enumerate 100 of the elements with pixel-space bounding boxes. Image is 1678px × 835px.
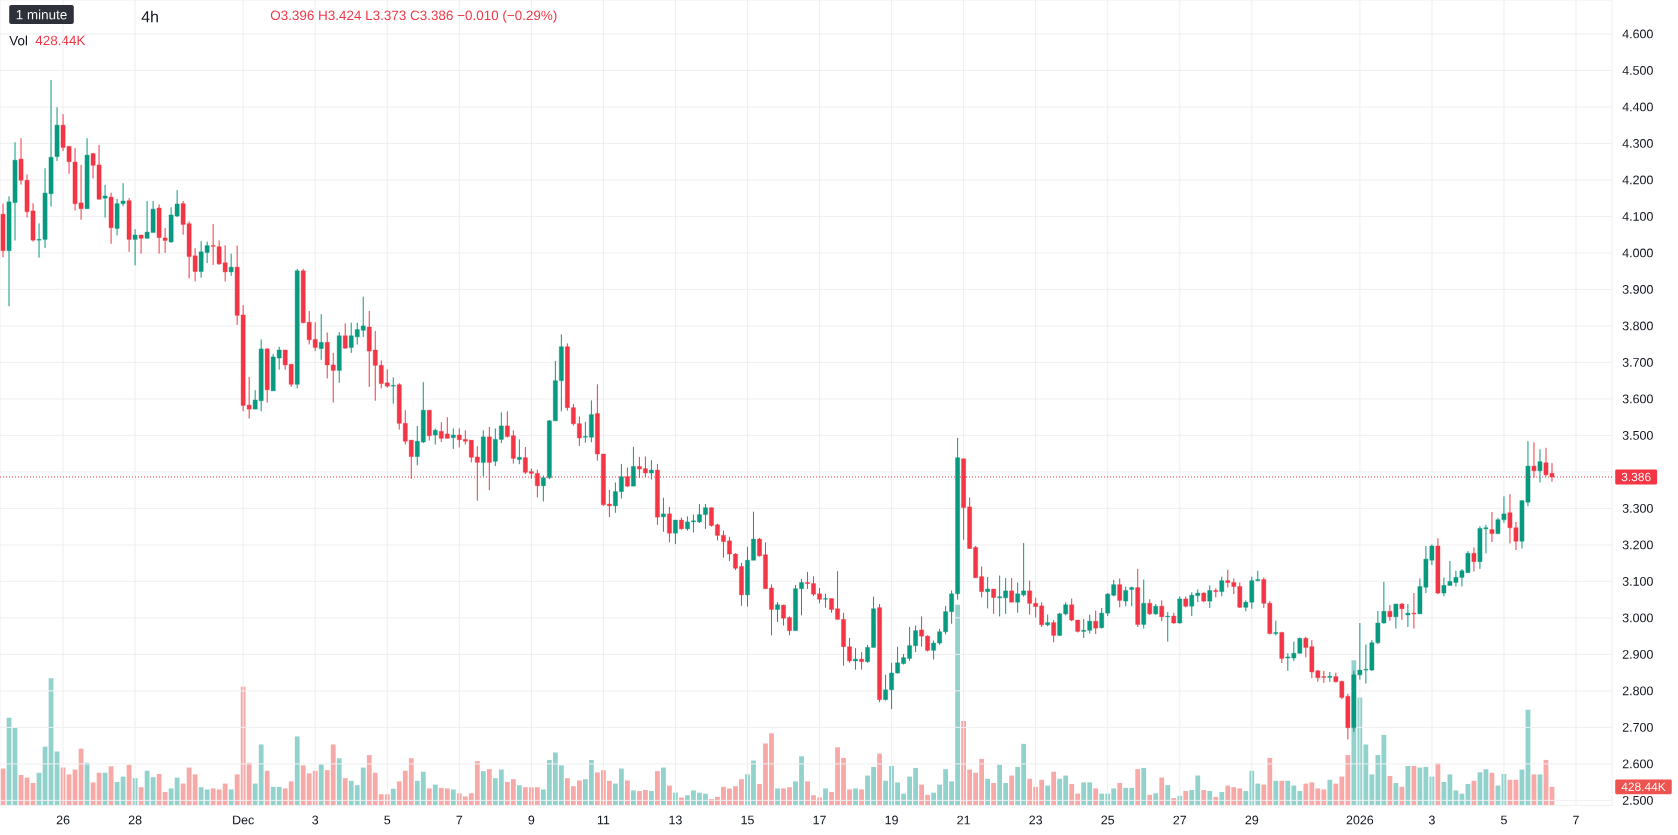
bar <box>426 788 432 806</box>
bar <box>264 770 270 806</box>
candlestick <box>1393 603 1399 629</box>
bar <box>432 784 438 806</box>
candlestick <box>673 519 678 545</box>
candlestick <box>1009 577 1014 603</box>
candlestick <box>1159 599 1165 622</box>
x-tick-label: 11 <box>597 815 610 825</box>
candlestick <box>1219 576 1225 597</box>
y-tick-label: 2.700 <box>1622 722 1653 732</box>
candlestick <box>132 228 138 266</box>
y-tick-label: 3.300 <box>1622 503 1653 513</box>
candlestick <box>228 253 234 277</box>
bar <box>516 785 522 806</box>
annotation: 428.44K <box>35 35 86 46</box>
candlestick <box>1537 448 1543 483</box>
candlestick <box>1165 611 1171 643</box>
bar <box>138 787 144 806</box>
bar <box>1273 780 1279 806</box>
bar <box>631 790 636 806</box>
y-tick-label: 3.100 <box>1622 576 1653 586</box>
bar <box>1399 786 1405 806</box>
x-tick-label: Dec <box>233 815 254 825</box>
candlestick <box>775 601 780 623</box>
bar <box>655 771 660 806</box>
bar <box>1417 767 1423 806</box>
x-tick-label: 7 <box>1573 815 1579 825</box>
candlestick <box>631 446 636 487</box>
candlestick <box>451 427 456 450</box>
bar <box>1411 765 1417 806</box>
bar <box>480 771 486 806</box>
candlestick <box>649 459 654 481</box>
text: O3.396 H3.424 L3.373 C3.386 −0.010 (−0.29%) <box>270 10 557 23</box>
bar <box>1387 775 1393 806</box>
bar <box>450 789 456 806</box>
bar <box>1159 777 1165 806</box>
candlestick <box>1489 511 1495 543</box>
bar <box>1219 792 1225 806</box>
bar <box>985 778 991 806</box>
candlestick <box>1129 586 1135 607</box>
x-tick-label: 9 <box>528 815 535 825</box>
x-tick-label: 26 <box>56 815 70 825</box>
candlestick <box>390 376 396 405</box>
x-tick-label: 29 <box>1245 815 1259 825</box>
candlestick <box>1117 577 1123 608</box>
bar <box>390 788 396 806</box>
bar <box>228 789 234 806</box>
candlestick <box>1093 610 1098 635</box>
candlestick <box>1081 618 1086 639</box>
y-tick-label: 2.800 <box>1622 686 1653 696</box>
y-tick-label: 4.400 <box>1622 102 1653 112</box>
annotation: Vol <box>9 35 28 46</box>
candlestick <box>517 438 522 465</box>
bar <box>823 788 828 806</box>
y-tick-label: 2.500 <box>1622 795 1653 805</box>
bar <box>661 767 666 806</box>
y-tick-label: 4.600 <box>1622 29 1653 39</box>
bar <box>649 791 654 806</box>
candlestick <box>991 588 996 615</box>
candlestick <box>667 506 672 543</box>
candlestick <box>661 497 666 533</box>
x-tick-label: 3 <box>312 815 319 825</box>
bar <box>853 788 858 806</box>
candlestick <box>1051 619 1056 643</box>
candlestick <box>102 184 108 219</box>
bar <box>336 758 342 806</box>
bar <box>667 785 672 806</box>
y-tick-label: 3.000 <box>1622 613 1653 623</box>
bar <box>1045 785 1051 806</box>
candlestick <box>318 313 324 361</box>
x-tick-label: 5 <box>384 815 391 825</box>
y-tick-label: 2.600 <box>1622 759 1653 769</box>
x-tick-label: 28 <box>128 815 142 825</box>
x-tick-label: 19 <box>885 815 898 825</box>
y-tick-label: 3.800 <box>1622 321 1653 331</box>
candlestick <box>853 647 858 671</box>
bar <box>1279 780 1285 806</box>
candlestick <box>1087 614 1092 635</box>
y-tick-label: 4.000 <box>1622 248 1653 258</box>
x-tick-label: 17 <box>813 815 826 825</box>
x-tick-label: 21 <box>957 815 970 825</box>
bar <box>1051 771 1057 806</box>
text: 428.44K <box>1621 782 1666 792</box>
bar <box>1183 791 1189 806</box>
y-tick-label: 4.300 <box>1622 139 1653 148</box>
y-tick-label: 3.700 <box>1622 358 1653 367</box>
x-tick-label: 13 <box>669 815 682 825</box>
candlestick <box>1387 604 1393 622</box>
candlestick <box>1399 602 1405 621</box>
ref-line-label: 3.386 <box>1621 472 1651 482</box>
bar <box>1135 769 1141 806</box>
candlestick <box>342 322 348 350</box>
bar <box>318 764 324 806</box>
candlestick <box>1123 586 1129 607</box>
x-tick-label: 23 <box>1029 815 1043 825</box>
x-tick-label: 7 <box>456 815 463 825</box>
bar <box>1165 785 1171 806</box>
bar <box>294 736 300 806</box>
candlestick <box>1471 546 1477 573</box>
y-tick-label: 4.100 <box>1622 212 1653 221</box>
